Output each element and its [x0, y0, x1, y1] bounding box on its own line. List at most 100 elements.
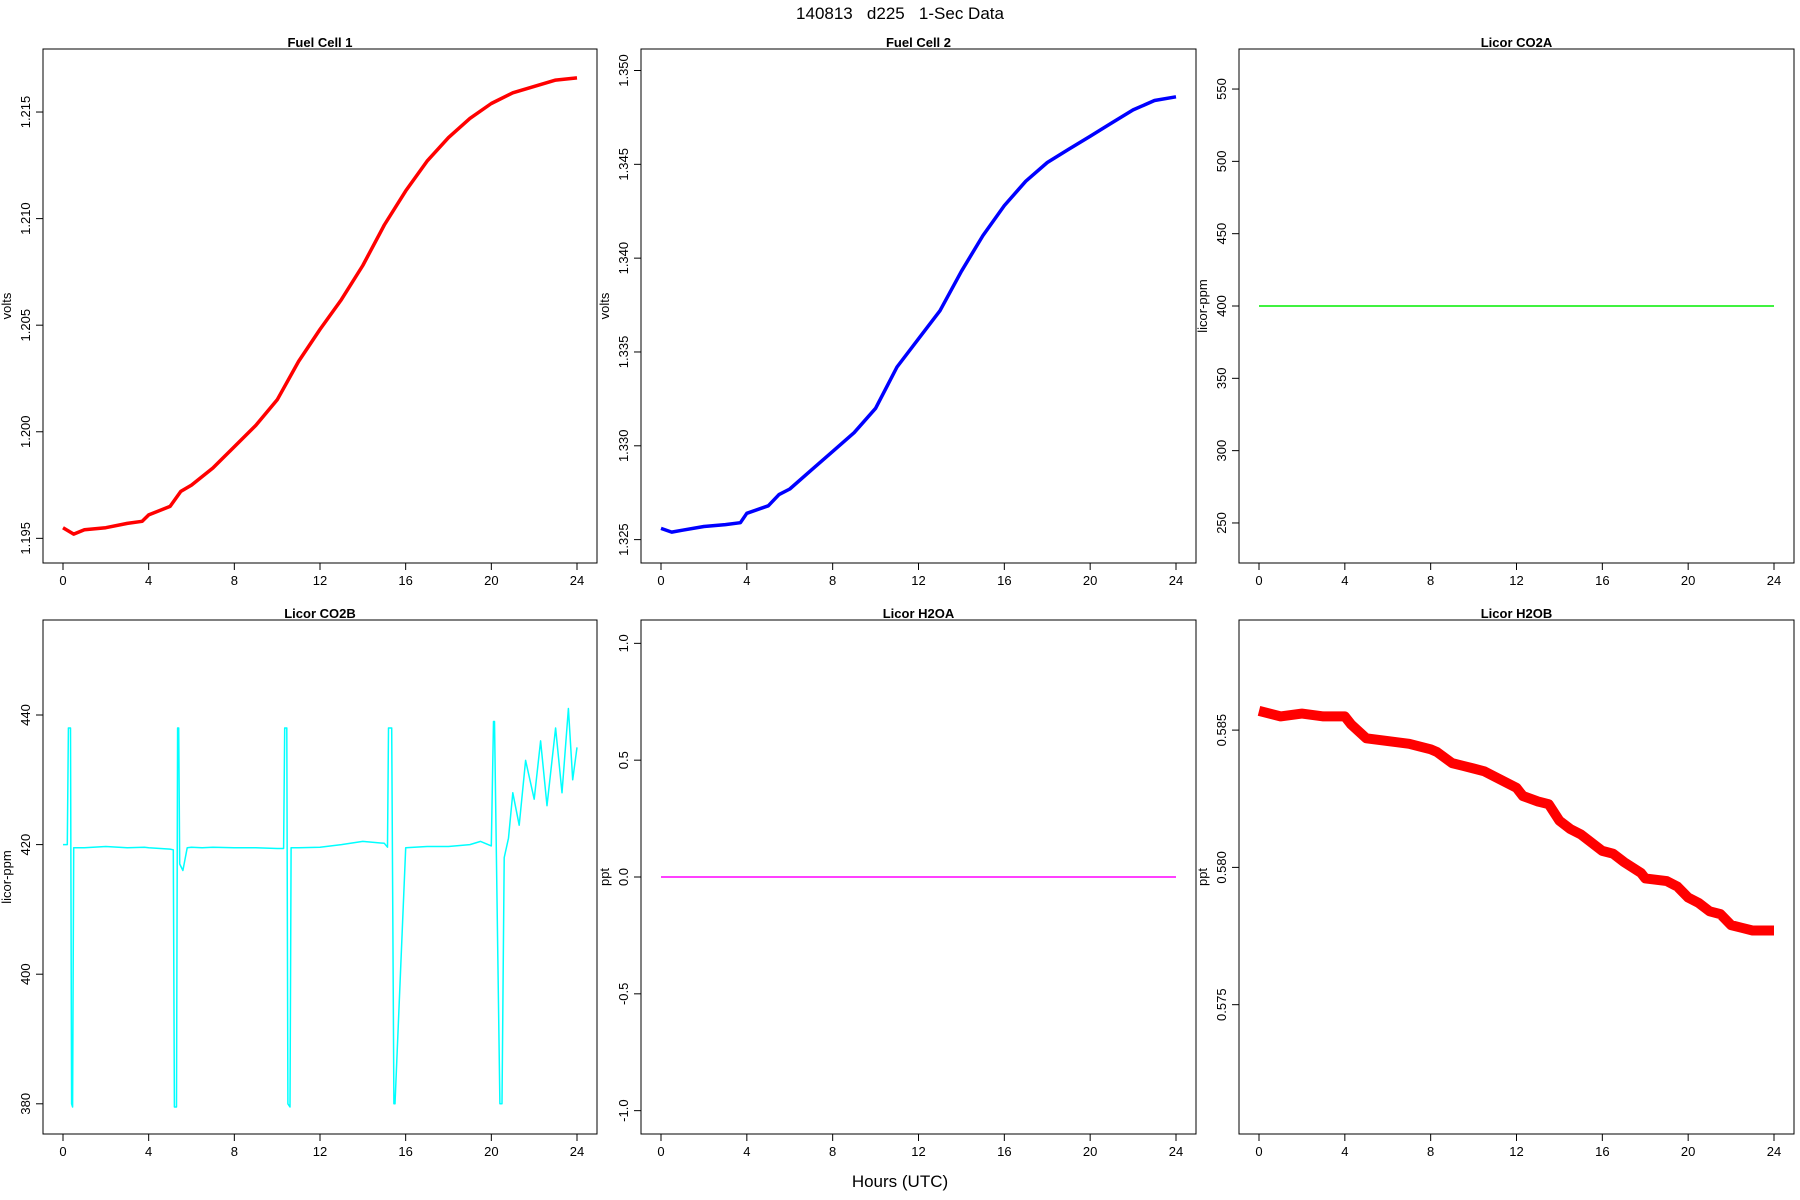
y-tick-label: 1.340 [616, 242, 631, 275]
x-tick-label: 20 [484, 573, 498, 588]
x-tick-label: 4 [145, 573, 152, 588]
x-tick-label: 20 [1083, 1144, 1097, 1159]
x-tick-label: 16 [398, 1144, 412, 1159]
x-tick-label: 16 [398, 573, 412, 588]
x-tick-label: 16 [997, 573, 1011, 588]
series-line [660, 95, 1177, 534]
x-tick-label: 4 [1341, 573, 1348, 588]
y-tick-label: 300 [1214, 440, 1229, 462]
x-tick-label: 12 [313, 1144, 327, 1159]
y-tick-label: 0.580 [1214, 851, 1229, 884]
x-tick-label: 4 [743, 1144, 750, 1159]
x-tick-label: 8 [829, 573, 836, 588]
y-tick-label: 1.0 [616, 634, 631, 652]
y-tick-label: 0.585 [1214, 714, 1229, 747]
x-tick-label: 24 [1767, 573, 1781, 588]
y-tick-label: 400 [1214, 295, 1229, 317]
x-tick-label: 4 [743, 573, 750, 588]
chart-panel: Licor H2OA ppt 0 4 8 12 16 20 24 -1.0 -0.5 0.0 0.5 1.… [597, 606, 1197, 1159]
x-tick-label: 0 [59, 573, 66, 588]
y-tick-label: 500 [1214, 151, 1229, 173]
x-tick-label: 24 [570, 573, 584, 588]
y-tick-label: 0.5 [616, 751, 631, 769]
x-tick-label: 12 [911, 573, 925, 588]
x-tick-label: 20 [484, 1144, 498, 1159]
y-tick-label: 400 [18, 963, 33, 985]
chart-title: Licor H2OA [883, 606, 955, 621]
series-line [62, 76, 578, 536]
y-tick-label: 1.325 [616, 523, 631, 556]
chart-panel: Licor CO2A licor-ppm 0 4 8 12 16 20 24 250 300 350 4… [1195, 35, 1795, 588]
x-tick-label: 24 [1169, 1144, 1183, 1159]
x-tick-label: 12 [911, 1144, 925, 1159]
x-tick-label: 24 [1169, 573, 1183, 588]
x-tick-label: 8 [829, 1144, 836, 1159]
x-tick-label: 24 [570, 1144, 584, 1159]
chart-panel: Fuel Cell 2 volts 0 4 8 12 16 20 24 1.325 1.330 1.3… [597, 35, 1197, 588]
chart-panel: Licor CO2B licor-ppm 0 4 8 12 16 20 24 380 400 420 4… [0, 606, 598, 1159]
chart-title: Fuel Cell 2 [886, 35, 951, 50]
x-tick-label: 8 [231, 1144, 238, 1159]
chart-title: Licor CO2A [1481, 35, 1553, 50]
y-tick-label: 0.0 [616, 868, 631, 886]
y-tick-label: -0.5 [616, 983, 631, 1005]
y-tick-label: 420 [18, 834, 33, 856]
y-tick-label: 1.335 [616, 336, 631, 369]
plot-frame [42, 619, 598, 1135]
x-tick-label: 16 [1595, 573, 1609, 588]
y-tick-label: -1.0 [616, 1099, 631, 1121]
x-tick-label: 0 [1255, 573, 1262, 588]
plot-frame [1238, 619, 1795, 1135]
plot-frame [42, 48, 598, 564]
x-tick-label: 0 [657, 573, 664, 588]
x-tick-label: 12 [1509, 573, 1523, 588]
y-axis-label: licor-ppm [1195, 279, 1210, 332]
y-tick-label: 440 [18, 704, 33, 726]
x-tick-label: 4 [145, 1144, 152, 1159]
chart-title: Licor CO2B [284, 606, 356, 621]
figure-title: 140813 d225 1-Sec Data [796, 4, 1004, 23]
x-tick-label: 0 [657, 1144, 664, 1159]
y-tick-label: 1.330 [616, 430, 631, 463]
x-tick-label: 8 [1427, 573, 1434, 588]
x-tick-label: 16 [997, 1144, 1011, 1159]
chart-title: Licor H2OB [1481, 606, 1553, 621]
x-tick-label: 20 [1681, 1144, 1695, 1159]
x-tick-label: 16 [1595, 1144, 1609, 1159]
x-tick-label: 8 [231, 573, 238, 588]
y-tick-label: 380 [18, 1093, 33, 1115]
chart-panel: Fuel Cell 1 volts 0 4 8 12 16 20 24 1.195 1.200 1.2… [0, 35, 598, 588]
series-line [63, 707, 578, 1108]
series-line [1257, 706, 1774, 936]
y-axis-label: ppt [1195, 868, 1210, 886]
y-tick-label: 450 [1214, 223, 1229, 245]
x-tick-label: 12 [313, 573, 327, 588]
y-tick-label: 350 [1214, 367, 1229, 389]
y-tick-label: 1.195 [18, 522, 33, 555]
chart-panel: Licor H2OB ppt 0 4 8 12 16 20 24 0.575 0.580 0.585 [1195, 606, 1795, 1159]
figure-xlabel: Hours (UTC) [851, 1172, 949, 1191]
x-tick-label: 0 [59, 1144, 66, 1159]
x-tick-label: 20 [1083, 573, 1097, 588]
x-tick-label: 4 [1341, 1144, 1348, 1159]
y-axis-label: volts [0, 292, 14, 319]
x-tick-label: 24 [1767, 1144, 1781, 1159]
x-tick-label: 12 [1509, 1144, 1523, 1159]
y-tick-label: 250 [1214, 512, 1229, 534]
y-tick-label: 1.215 [18, 96, 33, 129]
y-tick-label: 0.575 [1214, 988, 1229, 1021]
y-axis-label: ppt [597, 868, 612, 886]
x-tick-label: 8 [1427, 1144, 1434, 1159]
plot-frame [640, 48, 1197, 564]
y-axis-label: volts [597, 292, 612, 319]
y-tick-label: 1.205 [18, 309, 33, 342]
y-axis-label: licor-ppm [0, 850, 14, 903]
y-tick-label: 1.200 [18, 415, 33, 448]
chart-title: Fuel Cell 1 [287, 35, 352, 50]
y-tick-label: 550 [1214, 78, 1229, 100]
y-tick-label: 1.350 [616, 54, 631, 87]
x-tick-label: 0 [1255, 1144, 1262, 1159]
x-tick-label: 20 [1681, 573, 1695, 588]
